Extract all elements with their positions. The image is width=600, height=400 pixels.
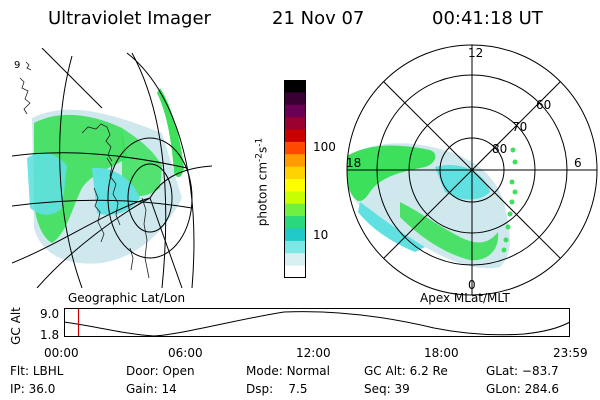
mlat-label-70: 70	[512, 120, 528, 134]
colorbar-band	[284, 203, 306, 217]
colorbar-tick-100: 100	[313, 140, 336, 154]
colorbar-band	[284, 154, 306, 168]
timeline-xtick-2: 12:00	[296, 346, 331, 360]
colorbar-band	[284, 92, 306, 106]
mlt-label-0: 0	[468, 278, 476, 292]
info-glon: GLon: 284.6	[486, 382, 559, 396]
colorbar-band	[284, 228, 306, 242]
info-door: Door: Open	[126, 364, 195, 378]
timeline-xtick-4: 23:59	[553, 346, 588, 360]
geo-panel-label: Geographic Lat/Lon	[68, 291, 186, 305]
polar-plot	[346, 44, 598, 296]
geographic-map	[12, 48, 212, 288]
polar-grid	[346, 44, 598, 296]
timeline-xtick-0: 00:00	[44, 346, 79, 360]
timeline-xtick-3: 18:00	[424, 346, 459, 360]
colorbar-label-s: s	[255, 146, 270, 153]
timeline-ytick-1: 1.8	[40, 328, 60, 342]
colorbar-band	[284, 179, 306, 192]
polar-aurora-emission	[347, 143, 510, 269]
mlt-label-18: 18	[346, 156, 362, 170]
geo-aurora-emission	[27, 88, 184, 264]
geo-grid	[12, 48, 212, 288]
info-glat: GLat: −83.7	[486, 364, 559, 378]
mlat-label-60: 60	[536, 98, 552, 112]
info-gc-alt: GC Alt: 6.2 Re	[364, 364, 448, 378]
orbit-timeline	[63, 308, 571, 337]
mlt-label-12: 12	[468, 46, 484, 60]
timeline-ytick-9: 9.0	[40, 307, 60, 321]
colorbar-band	[284, 216, 306, 230]
instrument-title: Ultraviolet Imager	[48, 8, 211, 29]
info-mode: Mode: Normal	[246, 364, 330, 378]
info-seq: Seq: 39	[364, 382, 410, 396]
polar-panel-label: Apex MLat/MLT	[420, 291, 510, 305]
colorbar-band	[284, 253, 306, 267]
info-dsp: Dsp: 7.5	[246, 382, 308, 396]
timeline-xtick-1: 06:00	[168, 346, 203, 360]
colorbar-band	[284, 191, 306, 205]
colorbar-band	[284, 166, 306, 180]
colorbar-band	[284, 117, 306, 131]
colorbar-frame	[284, 80, 306, 278]
info-gain: Gain: 14	[126, 382, 177, 396]
altitude-curve	[63, 311, 571, 337]
colorbar-band	[284, 80, 306, 93]
colorbar-band	[284, 104, 306, 118]
info-ip: IP: 36.0	[10, 382, 56, 396]
colorbar-label-exp1: -2	[254, 152, 265, 162]
colorbar-label: photon cm-2s-1	[255, 138, 270, 227]
colorbar-label-exp2: -1	[254, 137, 265, 147]
info-filter: Flt: LBHL	[10, 364, 64, 378]
colorbar-band	[284, 240, 306, 254]
geo-corner-mark: 9	[14, 60, 21, 71]
image-time: 00:41:18 UT	[432, 8, 543, 29]
colorbar-band	[284, 265, 306, 279]
image-date: 21 Nov 07	[272, 8, 365, 29]
mlat-label-80: 80	[492, 142, 508, 156]
polar-spot-series	[501, 147, 518, 253]
colorbar-label-unit: photon cm	[255, 161, 270, 227]
colorbar-band	[284, 141, 306, 155]
geo-coastlines	[19, 61, 150, 279]
timeline-ylabel: GC Alt	[9, 307, 23, 345]
colorbar-tick-10: 10	[313, 228, 329, 242]
colorbar	[284, 80, 306, 279]
mlt-label-6: 6	[574, 156, 582, 170]
colorbar-band	[284, 129, 306, 143]
